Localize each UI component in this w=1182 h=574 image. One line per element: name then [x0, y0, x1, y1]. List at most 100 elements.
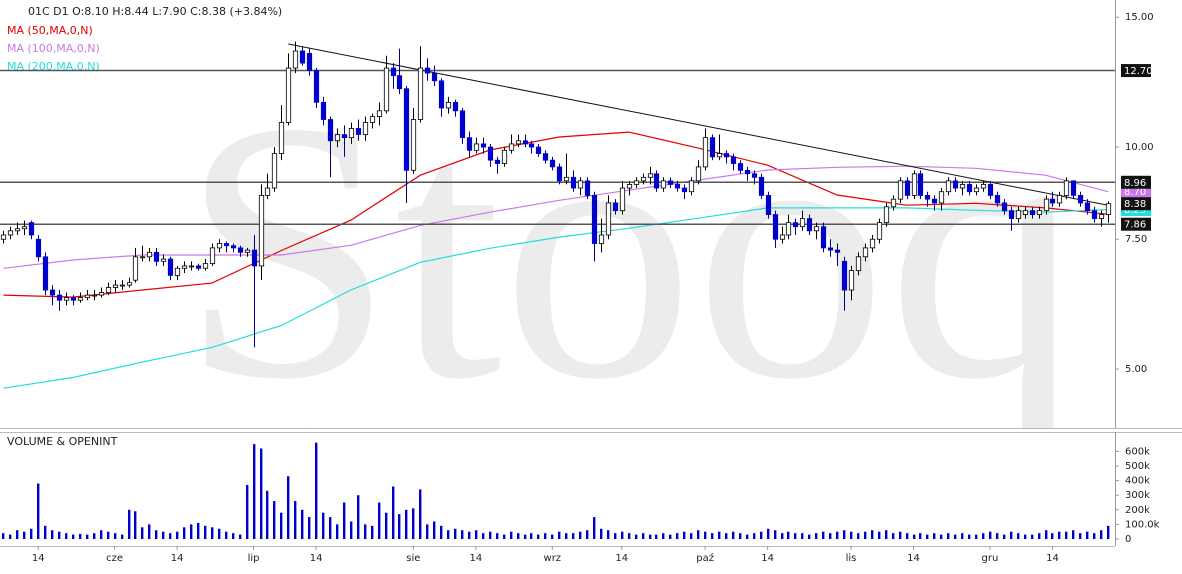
candle-body — [869, 238, 876, 249]
candle-body — [285, 67, 292, 123]
volume-bar — [343, 502, 346, 539]
volume-bar — [982, 533, 985, 539]
volume-bar — [301, 509, 304, 539]
candle-body — [660, 180, 667, 189]
candle-body — [785, 222, 792, 236]
candle-body — [174, 267, 181, 276]
volume-bar — [51, 530, 54, 539]
candle-body — [306, 52, 313, 71]
volume-bar — [100, 530, 103, 539]
candle-body — [1036, 210, 1043, 215]
y-tick-label: 0 — [1125, 534, 1131, 545]
candle-body — [501, 149, 508, 164]
candle-body — [480, 143, 487, 148]
volume-bar — [1086, 531, 1089, 539]
volume-bar — [44, 525, 47, 539]
last-price-label-box — [1121, 197, 1151, 211]
candle-body — [702, 137, 709, 168]
candle-body — [264, 187, 271, 196]
volume-bar — [468, 531, 471, 539]
volume-bar — [183, 527, 186, 539]
volume-bar — [621, 531, 624, 539]
volume-bar — [704, 531, 707, 539]
level-label: 8.96 — [1124, 178, 1146, 189]
candle-body — [1029, 210, 1036, 215]
candle-body — [348, 128, 355, 139]
volume-bar — [322, 512, 325, 539]
volume-bar — [1058, 531, 1061, 539]
candle-body — [640, 176, 647, 182]
volume-bar — [232, 533, 235, 539]
volume-bar — [9, 534, 12, 539]
legend-entry: MA (200,MA,0,N) — [7, 60, 100, 73]
candle-body — [244, 249, 251, 253]
candle-body — [619, 187, 626, 212]
y-tick-label: 600k — [1125, 446, 1150, 457]
candle-body — [403, 88, 410, 171]
candle-body — [980, 184, 987, 189]
candle-body — [813, 226, 820, 232]
candle-body — [0, 234, 7, 240]
candle-body — [751, 173, 758, 178]
level-label-box — [1121, 175, 1151, 189]
volume-bar — [447, 530, 450, 539]
candle-body — [605, 202, 612, 236]
volume-bar — [65, 533, 68, 539]
candle-body — [522, 140, 529, 145]
candle-body — [1001, 202, 1008, 212]
candle-body — [473, 143, 480, 151]
volume-bar — [524, 534, 527, 539]
volume-bar — [225, 531, 228, 539]
last-price-label: 8.38 — [1124, 199, 1146, 210]
volume-bar — [968, 534, 971, 539]
candle-body — [1049, 198, 1056, 204]
candle-body — [688, 180, 695, 193]
volume-bar — [58, 531, 61, 539]
ma-end-label: 8.23 — [1124, 205, 1146, 216]
candle-body — [848, 270, 855, 291]
volume-title: VOLUME & OPENINT — [7, 435, 118, 448]
volume-bar — [975, 534, 978, 539]
watermark-layer: Stooq — [180, 46, 1080, 428]
candle-body — [681, 187, 688, 193]
candle-body — [542, 153, 549, 161]
volume-bar — [128, 509, 131, 539]
candle-body — [410, 119, 417, 171]
candle-body — [633, 180, 640, 185]
volume-bar — [537, 534, 540, 539]
candle-body — [431, 72, 438, 82]
candle-body — [390, 67, 397, 77]
candle-body — [278, 122, 285, 154]
volume-bar — [662, 533, 665, 539]
level-label: 12.70 — [1124, 66, 1153, 77]
volume-bar — [1100, 530, 1103, 539]
y-tick-label: 400k — [1125, 476, 1150, 487]
candle-body — [494, 159, 501, 164]
volume-bar — [892, 533, 895, 539]
volume-bar — [86, 534, 89, 539]
volume-bar — [746, 534, 749, 539]
candle-body — [21, 226, 28, 230]
candle-body — [417, 67, 424, 120]
volume-bar — [760, 531, 763, 539]
candle-body — [653, 173, 660, 189]
volume-bar — [197, 522, 200, 539]
candle-body — [716, 153, 723, 158]
volume-bar — [141, 527, 144, 539]
candle-body — [528, 143, 535, 148]
volume-bar — [1017, 533, 1020, 539]
volume-bar — [843, 530, 846, 539]
candle-body — [1043, 198, 1050, 212]
volume-bar — [510, 531, 513, 539]
candle-body — [139, 256, 146, 259]
volume-bar — [114, 533, 117, 539]
y-tick-label: 5.00 — [1125, 364, 1147, 375]
candle-body — [1077, 195, 1084, 204]
volume-bar — [517, 533, 520, 539]
candle-body — [841, 260, 848, 291]
volume-bar — [864, 531, 867, 539]
candle-body — [341, 134, 348, 139]
y-tick-label: 200k — [1125, 505, 1150, 516]
volume-bar — [579, 531, 582, 539]
volume-bar — [725, 533, 728, 539]
